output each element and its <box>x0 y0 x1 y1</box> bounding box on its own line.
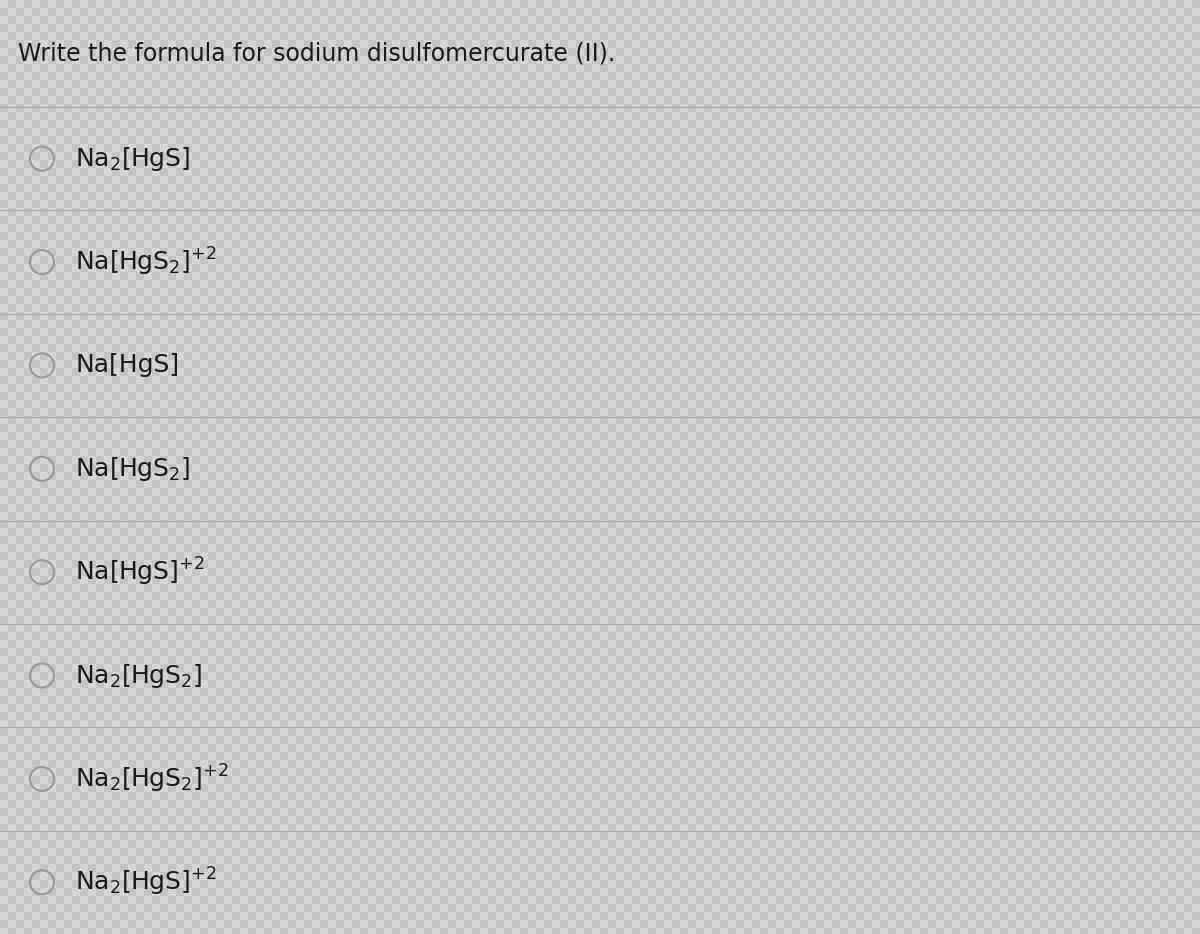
Text: Na$_2$[HgS$_2$]: Na$_2$[HgS$_2$] <box>74 661 203 689</box>
Text: Na$_2$[HgS]$^{+2}$: Na$_2$[HgS]$^{+2}$ <box>74 866 217 899</box>
Text: Write the formula for sodium disulfomercurate (II).: Write the formula for sodium disulfomerc… <box>18 41 616 65</box>
Text: Na$_2$[HgS$_2$]$^{+2}$: Na$_2$[HgS$_2$]$^{+2}$ <box>74 763 229 795</box>
Text: Na[HgS$_2$]: Na[HgS$_2$] <box>74 455 191 483</box>
Text: Na$_2$[HgS]: Na$_2$[HgS] <box>74 145 191 173</box>
Text: Na[HgS]: Na[HgS] <box>74 353 179 377</box>
Text: Na[HgS$_2$]$^{+2}$: Na[HgS$_2$]$^{+2}$ <box>74 246 217 278</box>
Text: Na[HgS]$^{+2}$: Na[HgS]$^{+2}$ <box>74 556 204 588</box>
